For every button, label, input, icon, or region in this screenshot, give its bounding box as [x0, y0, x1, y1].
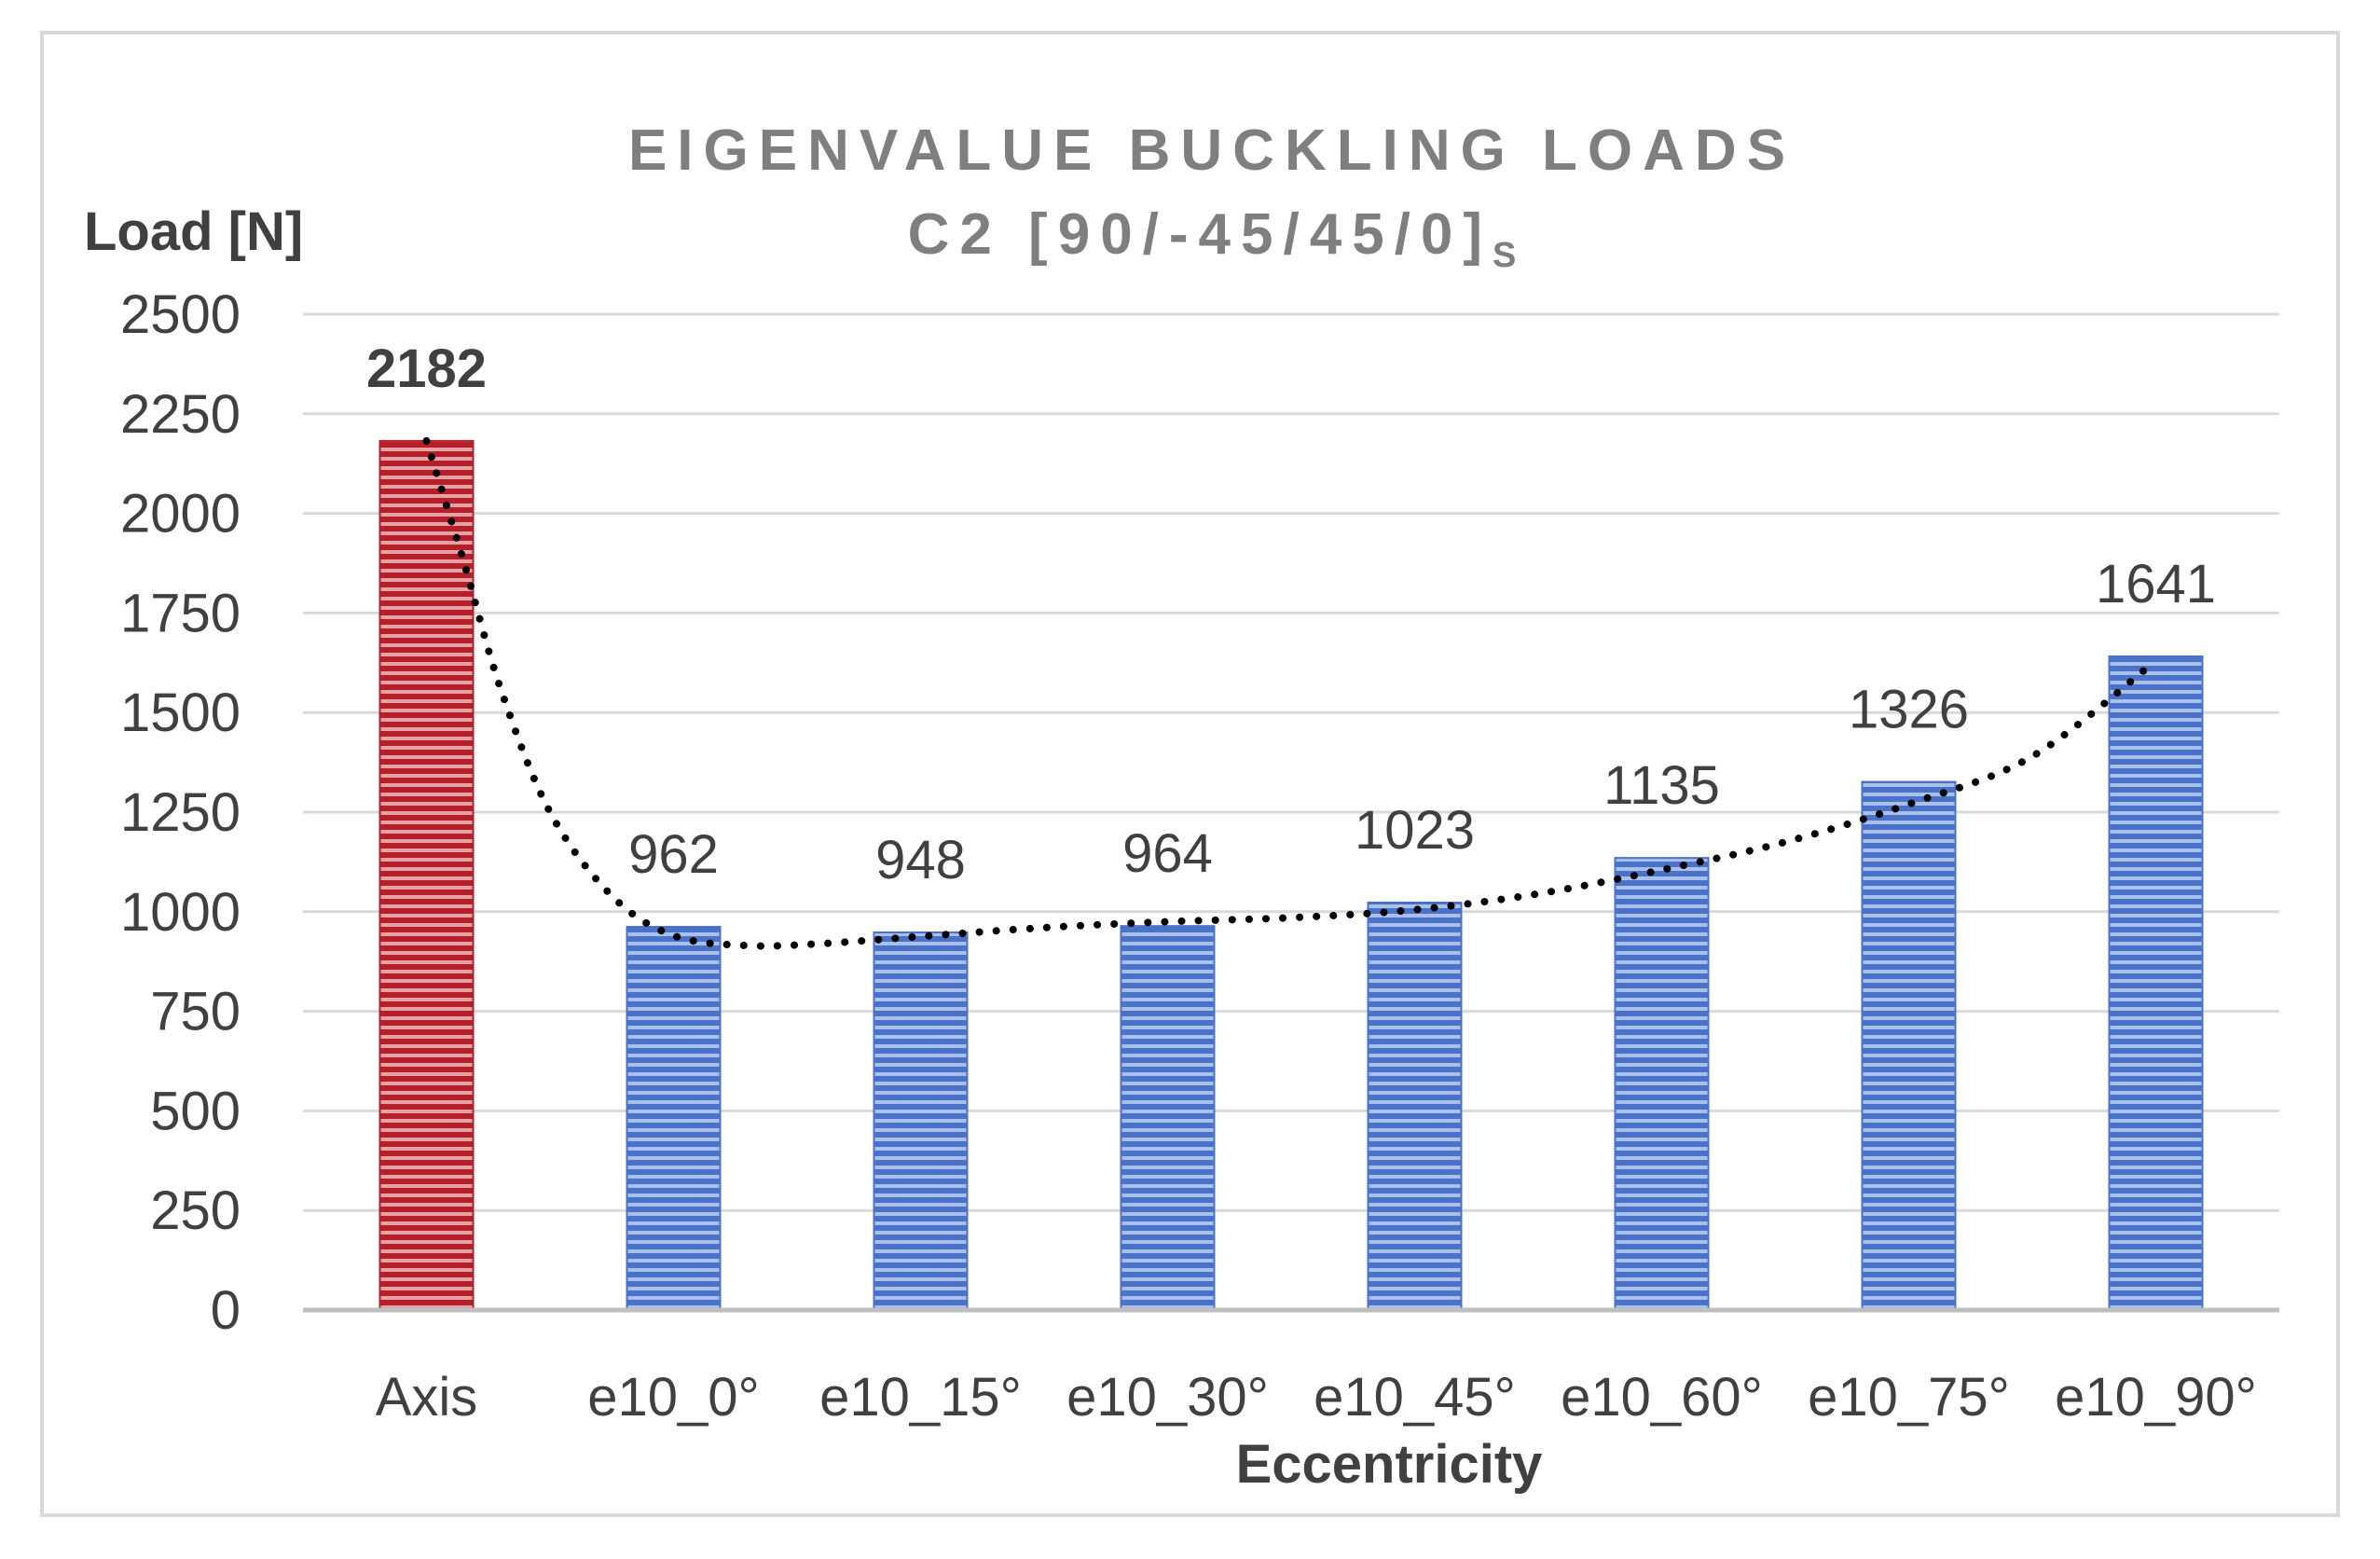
- data-label: 948: [875, 830, 966, 890]
- y-tick-label: 2500: [120, 284, 241, 345]
- y-tick-label: 500: [150, 1081, 241, 1141]
- x-axis-title: Eccentricity: [1236, 1434, 1543, 1495]
- y-tick-label: 2250: [120, 384, 241, 445]
- x-category-label: e10_30°: [1066, 1367, 1269, 1428]
- data-label: 964: [1122, 823, 1213, 884]
- chart-title-line-2: C2 [90/-45/45/0]S: [908, 202, 1517, 275]
- x-category-label: e10_15°: [819, 1367, 1022, 1428]
- x-category-label: e10_60°: [1561, 1367, 1763, 1428]
- x-category-label: e10_75°: [1808, 1367, 2010, 1428]
- y-tick-label: 250: [150, 1180, 241, 1241]
- y-tick-label: 1750: [120, 583, 241, 643]
- chart-title-line-1: EIGENVALUE BUCKLING LOADS: [628, 118, 1795, 183]
- x-category-label: e10_0°: [587, 1367, 759, 1428]
- bar: [1861, 780, 1957, 1311]
- bar: [2108, 655, 2204, 1311]
- y-tick-label: 0: [211, 1280, 241, 1341]
- bar: [1120, 925, 1216, 1311]
- y-axis-ticks: 0 250 500 750 1000 1250 1500 1750 2000 2250 2500: [120, 284, 241, 1341]
- bar: [1367, 901, 1463, 1312]
- data-label: 1326: [1849, 680, 1969, 740]
- y-tick-label: 1250: [120, 782, 241, 843]
- bar: [873, 931, 969, 1311]
- y-tick-label: 2000: [120, 484, 241, 545]
- trendline: [422, 436, 2160, 950]
- data-labels: 2182 962 948 964 1023 1135 1326 1641: [366, 338, 2216, 890]
- bar: [1614, 857, 1710, 1311]
- bar-highlight: [378, 439, 475, 1311]
- bars: [378, 439, 2204, 1312]
- y-axis-title: Load [N]: [84, 201, 303, 262]
- data-label: 1135: [1603, 755, 1720, 816]
- y-tick-label: 750: [150, 982, 241, 1042]
- chart-title-main: C2 [90/-45/45/0]: [908, 202, 1493, 267]
- x-category-label: e10_90°: [2055, 1367, 2257, 1428]
- chart-title-subscript: S: [1493, 236, 1516, 275]
- x-axis-categories: Axis e10_0° e10_15° e10_30° e10_45° e10_60° e1…: [376, 1367, 2257, 1428]
- bar: [626, 926, 722, 1312]
- data-label: 2182: [366, 338, 487, 399]
- y-tick-label: 1500: [120, 683, 241, 743]
- x-category-label: Axis: [376, 1367, 478, 1428]
- y-tick-label: 1000: [120, 882, 241, 943]
- data-label: 962: [628, 824, 719, 885]
- data-label: 1641: [2096, 554, 2216, 614]
- x-category-label: e10_45°: [1314, 1367, 1516, 1428]
- data-label: 1023: [1355, 800, 1475, 861]
